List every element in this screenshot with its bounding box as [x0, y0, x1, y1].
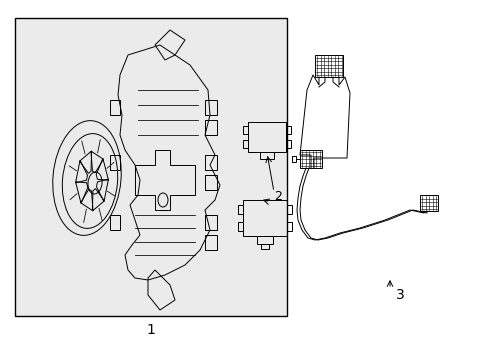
Bar	[204, 175, 217, 190]
Bar	[110, 100, 120, 115]
Bar	[15, 18, 286, 316]
Text: 2: 2	[273, 190, 282, 203]
Bar	[291, 156, 295, 162]
Bar	[243, 140, 247, 148]
Bar	[243, 200, 286, 236]
Bar	[110, 155, 120, 170]
Bar	[243, 126, 247, 134]
Bar	[204, 100, 217, 115]
Bar	[247, 122, 285, 152]
Bar	[238, 222, 243, 231]
Bar	[260, 152, 273, 159]
Bar	[419, 195, 437, 211]
Bar	[286, 222, 291, 231]
Bar	[286, 205, 291, 214]
Text: 1: 1	[146, 323, 155, 337]
Bar	[110, 215, 120, 230]
Bar	[299, 150, 321, 168]
Bar	[261, 244, 268, 249]
Bar	[257, 236, 272, 244]
Bar	[238, 205, 243, 214]
Bar	[204, 215, 217, 230]
Bar	[204, 235, 217, 250]
Bar	[285, 140, 290, 148]
Bar	[204, 155, 217, 170]
Bar	[204, 120, 217, 135]
Bar	[285, 126, 290, 134]
Bar	[314, 55, 342, 77]
Text: 3: 3	[395, 288, 404, 302]
